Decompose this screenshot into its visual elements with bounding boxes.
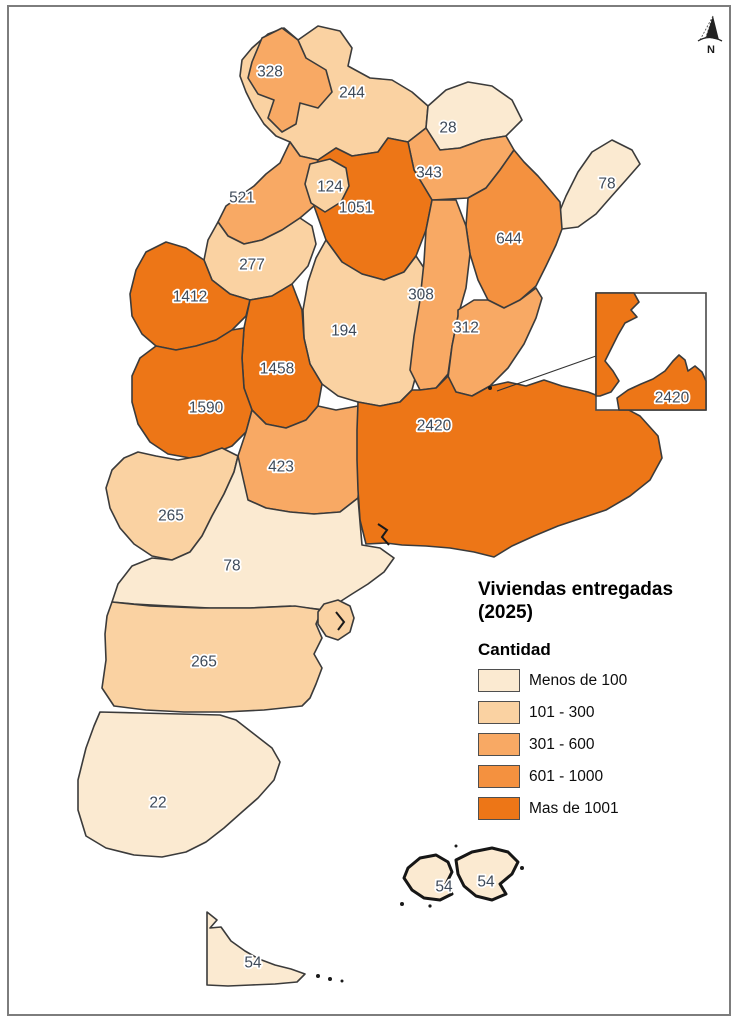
region-label-chubut: 265 [191, 654, 217, 671]
region-peninsula-valdes [317, 599, 355, 641]
legend-row: 101 - 300 [478, 701, 728, 725]
region-label-buenos-aires: 2420 [417, 418, 452, 435]
region-label-catamarca: 521 [229, 190, 255, 207]
inset-region-south-shore [616, 354, 707, 411]
region-label-tucuman: 124 [317, 179, 343, 196]
region-label-entre-rios: 312 [453, 320, 479, 337]
legend-row: 301 - 600 [478, 733, 728, 757]
region-label-malvinas-east: 54 [477, 874, 495, 891]
region-tucuman [304, 158, 350, 213]
region-label-misiones: 78 [598, 176, 615, 193]
legend-swatch-menos-de-100 [478, 669, 520, 693]
legend-row: Menos de 100 [478, 669, 728, 693]
inset-leader-line [496, 355, 597, 392]
region-label-la-rioja: 277 [239, 257, 265, 274]
region-label-malvinas-west: 54 [435, 879, 453, 896]
region-label-cordoba: 194 [331, 323, 357, 340]
region-label-chaco: 343 [416, 165, 442, 182]
province-polygons [77, 25, 663, 987]
region-misiones [555, 139, 641, 230]
region-label-santiago-del-estero: 1051 [339, 200, 373, 217]
legend-label: Mas de 1001 [529, 799, 619, 817]
legend-swatch-101-300 [478, 701, 520, 725]
region-label-san-juan: 1412 [173, 289, 207, 306]
inset-region-west-shore [595, 292, 640, 397]
legend-title-line1: Viviendas entregadas [478, 579, 674, 600]
region-label-mendoza: 1590 [189, 400, 224, 417]
region-entre-rios [447, 287, 543, 397]
region-label-la-pampa: 423 [268, 459, 294, 476]
region-chubut [101, 601, 323, 713]
region-label-formosa: 28 [439, 120, 456, 137]
legend-title-line2: (2025) [478, 602, 533, 624]
region-islas-malvinas-west [402, 853, 454, 902]
north-arrow-icon: N [697, 15, 723, 56]
map-legend: Viviendas entregadas (2025) Cantidad Men… [478, 578, 728, 829]
region-label-tierra-del-fuego: 54 [244, 955, 262, 972]
region-label-salta: 244 [339, 85, 365, 102]
region-corrientes [465, 149, 563, 309]
legend-label: 301 - 600 [529, 735, 595, 753]
region-label-corrientes: 644 [496, 231, 522, 248]
region-label-san-luis: 1458 [260, 361, 294, 378]
region-label-santa-cruz: 22 [149, 795, 166, 812]
legend-label: 601 - 1000 [529, 767, 604, 785]
legend-heading: Cantidad [478, 640, 551, 660]
region-islas-malvinas-east [454, 846, 520, 902]
legend-swatch-301-600 [478, 733, 520, 757]
region-value-labels: 328 244 28 343 78 644 1051 124 521 277 1412 308 194 3… [148, 62, 692, 974]
region-santa-cruz [77, 711, 281, 858]
inset-buenos-aires [496, 292, 707, 411]
legend-title: Viviendas entregadas (2025) [478, 578, 728, 624]
region-label-neuquen: 265 [158, 508, 184, 525]
legend-swatch-601-1000 [478, 765, 520, 789]
small-islets [316, 386, 524, 983]
region-label-inset-buenos-aires: 2420 [655, 390, 690, 407]
region-tierra-del-fuego [206, 911, 306, 987]
legend-row: 601 - 1000 [478, 765, 728, 789]
legend-label: 101 - 300 [529, 703, 595, 721]
region-jujuy [247, 27, 333, 133]
legend-row: Mas de 1001 [478, 797, 728, 821]
legend-label: Menos de 100 [529, 671, 628, 689]
region-label-santa-fe: 308 [408, 287, 434, 304]
legend-swatch-mas-de-1001 [478, 797, 520, 821]
region-label-rio-negro: 78 [223, 558, 240, 575]
region-la-pampa [237, 405, 361, 515]
north-arrow-label: N [707, 44, 715, 56]
region-mendoza [131, 327, 253, 459]
region-label-jujuy: 328 [257, 64, 283, 81]
